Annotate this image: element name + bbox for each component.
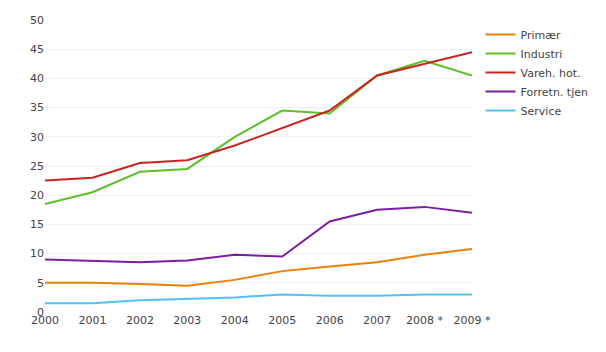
svg-text:2001: 2001 <box>78 314 106 327</box>
svg-text:2006: 2006 <box>316 314 344 327</box>
svg-text:25: 25 <box>30 160 44 173</box>
svg-text:50: 50 <box>30 14 44 27</box>
svg-text:Forretn. tjen: Forretn. tjen <box>521 86 588 99</box>
svg-text:Vareh. hot.: Vareh. hot. <box>521 67 581 80</box>
svg-text:2007: 2007 <box>363 314 391 327</box>
svg-text:40: 40 <box>30 72 44 85</box>
svg-text:2004: 2004 <box>221 314 249 327</box>
svg-text:Service: Service <box>521 105 562 118</box>
svg-text:2003: 2003 <box>173 314 201 327</box>
svg-text:15: 15 <box>30 218 44 231</box>
svg-text:2005: 2005 <box>268 314 296 327</box>
svg-text:2008 *: 2008 * <box>406 314 443 327</box>
svg-text:45: 45 <box>30 43 44 56</box>
svg-text:30: 30 <box>30 131 44 144</box>
svg-text:2002: 2002 <box>126 314 154 327</box>
svg-text:35: 35 <box>30 101 44 114</box>
svg-text:0: 0 <box>37 306 44 319</box>
svg-text:2009 *: 2009 * <box>454 314 491 327</box>
svg-text:Primær: Primær <box>521 29 562 42</box>
svg-text:2000: 2000 <box>31 314 59 327</box>
svg-text:Industri: Industri <box>521 48 563 61</box>
svg-text:10: 10 <box>30 247 44 260</box>
svg-text:5: 5 <box>37 277 44 290</box>
svg-text:20: 20 <box>30 189 44 202</box>
